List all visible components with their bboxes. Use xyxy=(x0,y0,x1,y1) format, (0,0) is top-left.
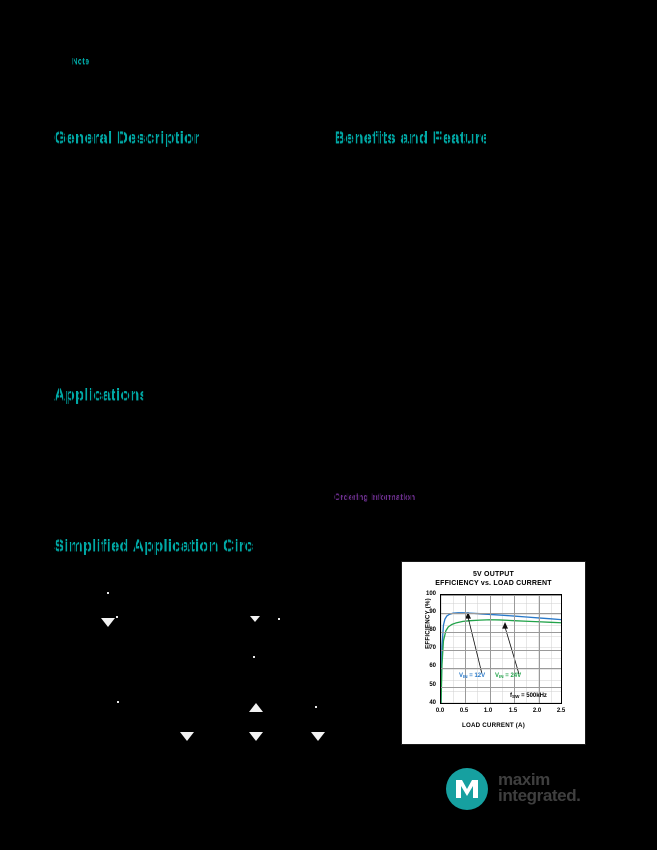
chart-ytick: 70 xyxy=(429,645,436,651)
chart-gridline-vertical xyxy=(489,595,491,703)
circuit-node-dot xyxy=(253,656,255,658)
ground-symbol xyxy=(180,732,194,741)
series-label-vin24-base: V xyxy=(495,673,500,679)
chart-gridline-vertical xyxy=(538,595,540,703)
chart-gridline-vertical xyxy=(465,595,467,703)
circuit-node-dot xyxy=(116,616,118,618)
chart-x-axis-label: LOAD CURRENT (A) xyxy=(461,722,525,729)
ground-symbol xyxy=(250,616,260,622)
chart-gridline-horizontal xyxy=(441,595,561,596)
series-label-vin12-base: V xyxy=(459,673,464,679)
heading-general-description: General Description xyxy=(54,131,199,147)
chart-ytick: 80 xyxy=(429,627,436,633)
series-label-vin24-sub: IN xyxy=(499,674,504,680)
heading-applications: Applications xyxy=(54,388,144,404)
chart-xtick: 1.0 xyxy=(483,708,493,714)
heading-benefits-and-features: Benefits and Features xyxy=(334,131,486,147)
maxim-integrated-logo: maxim integrated. xyxy=(446,766,611,814)
chart-xtick: 2.0 xyxy=(532,708,542,714)
chart-series-curves xyxy=(441,612,561,703)
chart-xtick: 0.5 xyxy=(459,708,469,714)
chart-annotation-fsw-rest: = 500kHz xyxy=(519,693,547,699)
logo-line-1: maxim xyxy=(498,770,550,789)
ground-symbol xyxy=(311,732,325,741)
chart-gridline-horizontal xyxy=(441,631,561,633)
efficiency-chart-panel: 5V OUTPUT EFFICIENCY vs. LOAD CURRENT EF… xyxy=(401,561,586,745)
simplified-application-circuit-diagram xyxy=(90,580,340,750)
chart-ytick: 60 xyxy=(429,663,436,669)
chart-xtick: 2.5 xyxy=(556,708,566,714)
chart-gridline-vertical xyxy=(514,595,515,703)
circuit-node-dot xyxy=(315,706,317,708)
chart-annotation-fsw: fSW = 500kHz xyxy=(510,693,547,699)
chart-ytick: 50 xyxy=(429,682,436,688)
maxim-m-glyph xyxy=(456,780,478,798)
maxim-m-mark-icon xyxy=(446,768,488,810)
series-label-vin12: VIN = 12V xyxy=(459,673,485,679)
chart-xtick: 1.5 xyxy=(508,708,518,714)
circuit-node-dot xyxy=(117,701,119,703)
chart-plot-area xyxy=(440,594,562,704)
chart-ytick: 100 xyxy=(425,591,436,597)
chart-ytick: 40 xyxy=(429,700,436,706)
series-label-vin12-sub: IN xyxy=(463,674,468,680)
ground-symbol xyxy=(101,618,115,627)
chart-gridline-horizontal xyxy=(441,613,561,615)
chart-gridline-horizontal xyxy=(441,686,561,688)
chart-title: EFFICIENCY vs. LOAD CURRENT xyxy=(435,580,552,587)
series-label-vin12-rest: = 12V xyxy=(467,673,486,679)
circuit-node-dot xyxy=(107,592,109,594)
chart-gridline-horizontal xyxy=(441,650,561,651)
series-label-vin24-rest: = 24V xyxy=(503,673,522,679)
chart-annotation-fsw-sub: SW xyxy=(512,694,520,700)
heading-ordering-information: Ordering Information xyxy=(334,493,416,502)
chart-ytick: 90 xyxy=(429,609,436,615)
logo-line-2: integrated. xyxy=(498,786,581,805)
header-note: Note xyxy=(72,58,89,66)
chart-subtitle: 5V OUTPUT xyxy=(472,571,515,578)
chart-series-vin-12v xyxy=(441,612,561,703)
series-label-vin24: VIN = 24V xyxy=(495,673,521,679)
ground-symbol xyxy=(249,732,263,741)
ground-symbol-up xyxy=(249,703,263,712)
chart-xtick: 0.0 xyxy=(435,708,445,714)
chart-gridline-horizontal xyxy=(441,668,561,670)
heading-simplified-application-circuit: Simplified Application Circuit xyxy=(54,539,254,555)
chart-annotation-fsw-base: f xyxy=(510,693,512,699)
chart-series-vin-24v xyxy=(441,619,561,703)
circuit-node-dot xyxy=(278,618,280,620)
maxim-integrated-wordmark: maxim integrated. xyxy=(498,770,581,805)
